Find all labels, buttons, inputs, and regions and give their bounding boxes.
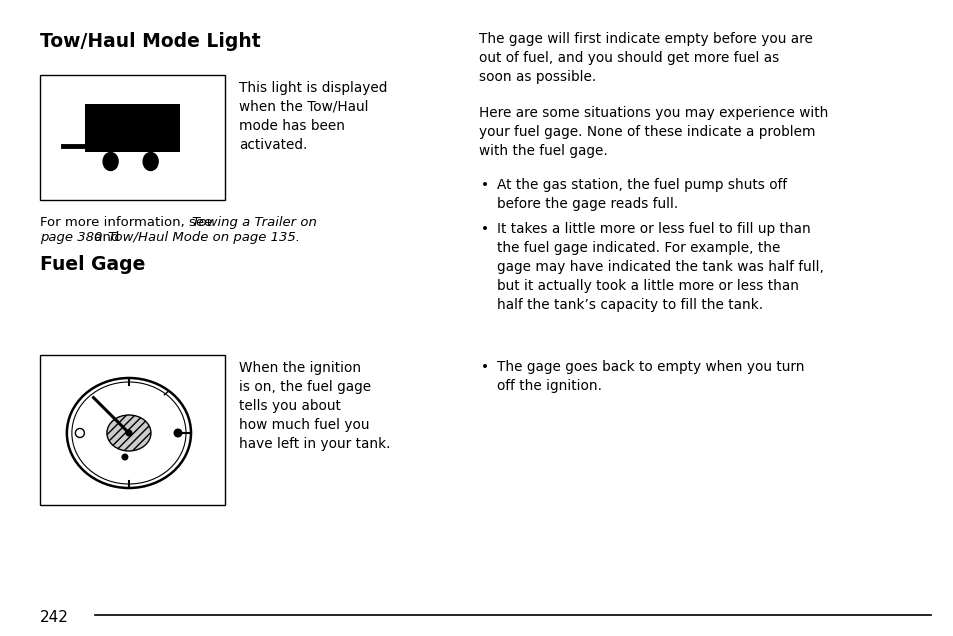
Text: page 380: page 380 — [40, 231, 102, 244]
Text: 242: 242 — [40, 610, 69, 625]
Text: Towing a Trailer on: Towing a Trailer on — [192, 216, 316, 229]
Text: At the gas station, the fuel pump shuts off
before the gage reads full.: At the gas station, the fuel pump shuts … — [496, 178, 786, 211]
Text: Here are some situations you may experience with
your fuel gage. None of these i: Here are some situations you may experie… — [478, 106, 827, 158]
Text: This light is displayed
when the Tow/Haul
mode has been
activated.: This light is displayed when the Tow/Hau… — [239, 81, 387, 152]
Text: The gage will first indicate empty before you are
out of fuel, and you should ge: The gage will first indicate empty befor… — [478, 32, 812, 84]
Bar — [40, 355, 225, 505]
Text: It takes a little more or less fuel to fill up than
the fuel gage indicated. For: It takes a little more or less fuel to f… — [496, 222, 822, 312]
Text: For more information, see: For more information, see — [40, 216, 216, 229]
Text: When the ignition
is on, the fuel gage
tells you about
how much fuel you
have le: When the ignition is on, the fuel gage t… — [239, 361, 391, 451]
Ellipse shape — [143, 153, 158, 170]
Circle shape — [173, 429, 182, 438]
Circle shape — [75, 429, 84, 438]
Text: •: • — [480, 360, 488, 374]
Ellipse shape — [71, 382, 186, 484]
Text: •: • — [480, 222, 488, 236]
Circle shape — [121, 453, 129, 460]
Text: The gage goes back to empty when you turn
off the ignition.: The gage goes back to empty when you tur… — [496, 360, 803, 393]
Text: Tow/Haul Mode on page 135.: Tow/Haul Mode on page 135. — [108, 231, 300, 244]
Ellipse shape — [103, 153, 118, 170]
Text: Tow/Haul Mode Light: Tow/Haul Mode Light — [40, 32, 260, 51]
Text: and: and — [90, 231, 124, 244]
Bar — [40, 75, 225, 200]
Ellipse shape — [67, 378, 191, 488]
Text: •: • — [480, 178, 488, 192]
Ellipse shape — [107, 415, 151, 451]
Circle shape — [125, 429, 132, 436]
Text: Fuel Gage: Fuel Gage — [40, 255, 145, 274]
Bar — [85, 104, 180, 151]
